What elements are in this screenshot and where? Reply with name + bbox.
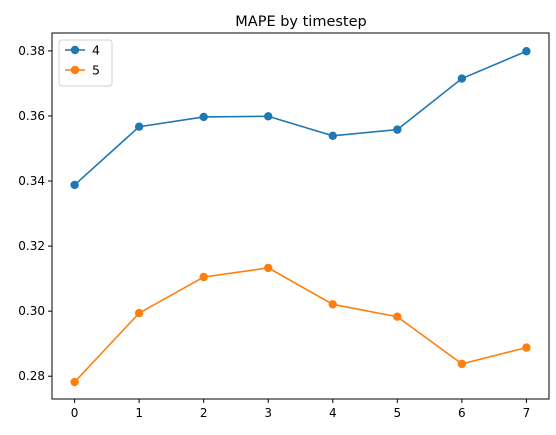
- y-tick-label: 0.34: [18, 174, 45, 188]
- series-line-5: [74, 267, 527, 383]
- data-point-series-5: [264, 263, 273, 273]
- x-tick-label: 5: [393, 406, 401, 420]
- x-tick-label: 1: [135, 406, 143, 420]
- legend-label-4: 4: [92, 43, 100, 58]
- y-tick-label: 0.28: [18, 369, 45, 383]
- data-point-series-4: [134, 122, 144, 131]
- plot-frame: [51, 32, 550, 400]
- legend-box: [58, 39, 113, 87]
- data-point-series-4: [393, 125, 402, 134]
- data-point-series-4: [70, 180, 79, 190]
- data-point-series-4: [522, 47, 531, 56]
- data-point-series-5: [70, 377, 79, 387]
- x-tick-label: 3: [264, 406, 272, 420]
- legend-label-5: 5: [92, 63, 100, 78]
- data-point-series-5: [393, 312, 402, 321]
- data-point-series-5: [199, 272, 208, 282]
- data-point-series-5: [457, 359, 467, 369]
- y-tick-label: 0.30: [18, 304, 45, 318]
- legend-marker-4: [70, 45, 80, 55]
- y-tick-label: 0.38: [18, 44, 45, 58]
- x-tick-label: 6: [458, 406, 466, 420]
- chart-title: MAPE by timestep: [235, 14, 366, 30]
- data-point-series-4: [199, 112, 208, 122]
- y-tick-label: 0.32: [18, 239, 45, 253]
- x-tick-label: 4: [329, 406, 337, 420]
- x-tick-label: 0: [71, 406, 79, 420]
- x-tick-label: 2: [200, 406, 208, 420]
- y-tick-label: 0.36: [18, 109, 45, 123]
- series-line-4: [74, 50, 527, 186]
- data-point-series-4: [328, 131, 337, 141]
- data-point-series-5: [522, 343, 531, 352]
- legend-marker-5: [70, 65, 80, 75]
- data-point-series-5: [134, 308, 144, 318]
- data-point-series-4: [457, 74, 467, 83]
- data-point-series-4: [264, 112, 273, 121]
- x-tick-label: 7: [523, 406, 531, 420]
- legend: 45: [58, 39, 113, 87]
- data-point-series-5: [328, 300, 337, 309]
